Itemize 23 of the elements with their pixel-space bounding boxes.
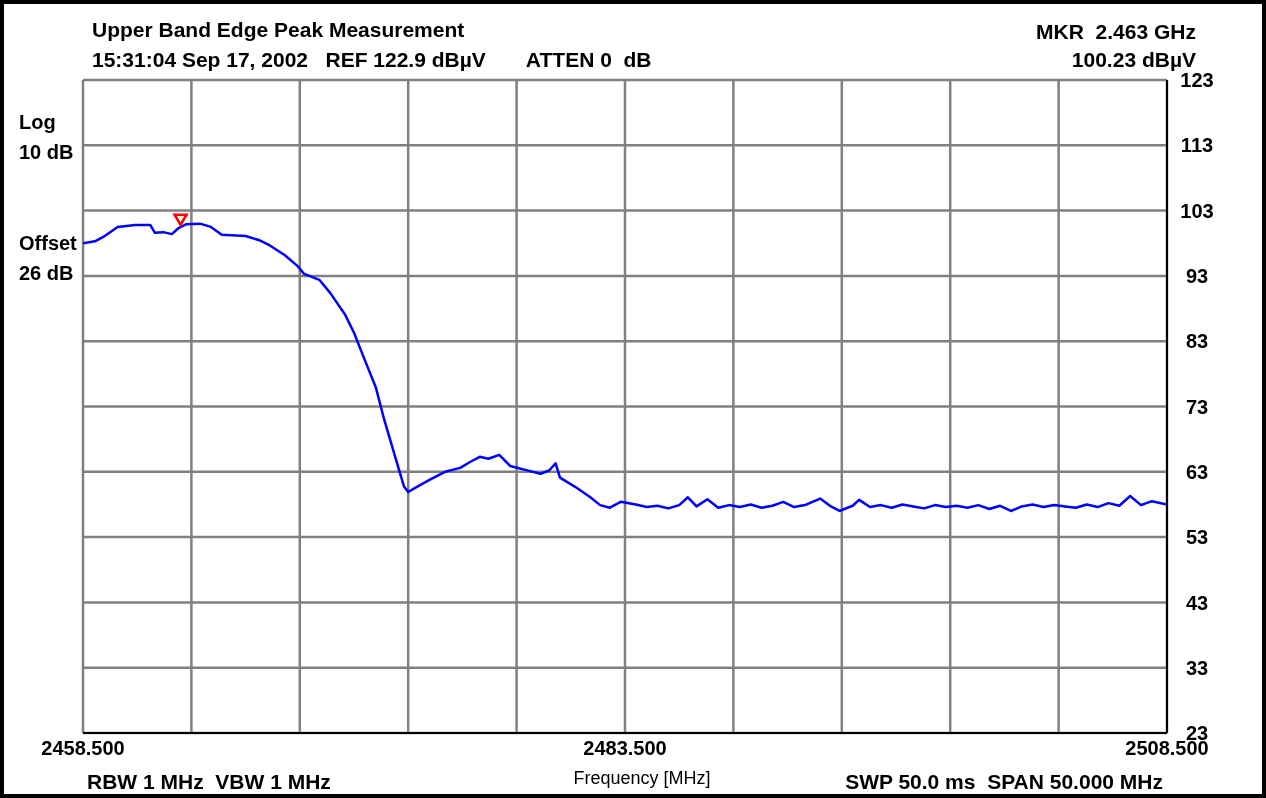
text: RBW 1 MHz VBW 1 MHz (87, 770, 331, 794)
y-tick-label: 103 (1180, 199, 1214, 222)
text: Log (19, 111, 56, 134)
y-tick-label: 43 (1185, 591, 1209, 614)
text: 10 dB (19, 141, 74, 164)
y-tick-label: 33 (1185, 656, 1209, 679)
y-tick-label: 123 (1180, 69, 1214, 92)
y-tick-label: 63 (1185, 460, 1209, 483)
x-tick-label: 2458.500 (41, 737, 125, 760)
chart-subtitle: 15:31:04 Sep 17, 2002 REF 122.9 dBµV ATTEN 0 dB (92, 48, 652, 72)
y-tick-label: 93 (1185, 265, 1209, 287)
text: SWP 50.0 ms SPAN 50.000 MHz (845, 770, 1163, 794)
y-tick-label: 73 (1185, 395, 1209, 418)
text: MKR 2.463 GHz (1036, 20, 1196, 44)
text: 26 dB (19, 262, 74, 285)
x-tick-label: 2483.500 (583, 737, 667, 760)
y-tick-label: 113 (1180, 134, 1214, 157)
text: Offset (19, 232, 77, 255)
y-tick-label: 83 (1185, 330, 1209, 353)
chart-title: Upper Band Edge Peak Measurement (92, 18, 465, 42)
text: 100.23 dBµV (1071, 48, 1196, 72)
y-tick-label: 53 (1185, 526, 1209, 549)
x-axis-title: Frequency [MHz] (573, 768, 711, 788)
